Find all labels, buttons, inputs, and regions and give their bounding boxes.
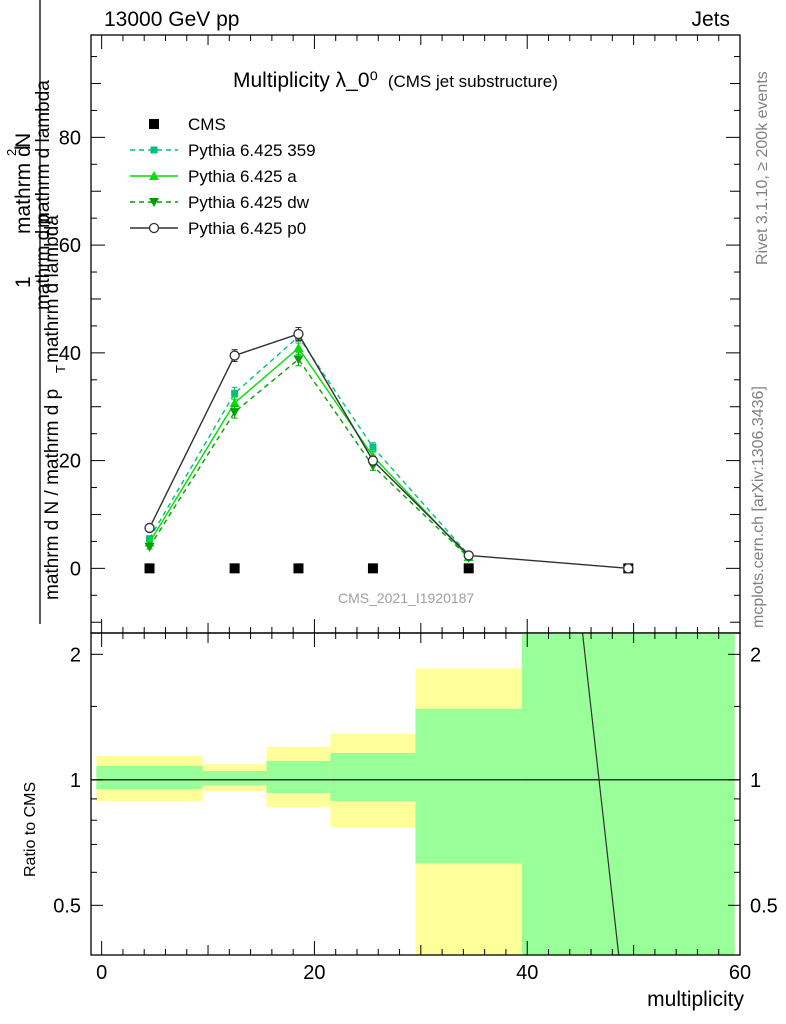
ytick-label: 20	[59, 451, 81, 473]
legend-marker	[150, 146, 158, 154]
series-line	[148, 346, 470, 558]
ratio-ytick-label: 0.5	[750, 895, 778, 917]
legend-label: Pythia 6.425 a	[188, 167, 297, 186]
mcplots-label: mcplots.cern.ch [arXiv:1306.3436]	[750, 386, 767, 628]
data-point	[144, 563, 155, 574]
ratio-ytick-label: 1	[750, 770, 761, 792]
ratio-p0-line	[581, 632, 620, 956]
xtick-label: 0	[96, 962, 107, 984]
legend-marker	[149, 171, 159, 180]
ytick-label: 60	[59, 235, 81, 257]
series-line	[148, 358, 470, 559]
ratio-y-axis-label: Ratio to CMS	[22, 781, 39, 877]
data-point	[463, 550, 474, 561]
data-point	[367, 563, 378, 574]
legend: CMS Pythia 6.425 359 Pythia 6.425 a Pythia …	[130, 115, 316, 238]
xtick-label: 40	[516, 962, 538, 984]
legend-label: Pythia 6.425 359	[188, 141, 316, 160]
y-axis-label-denominator: mathrm d lambda	[42, 215, 63, 363]
series-2	[144, 341, 474, 562]
header-left: 13000 GeV pp	[104, 8, 240, 31]
legend-label: Pythia 6.425 p0	[188, 219, 306, 238]
ratio-ytick-label: 2	[70, 644, 81, 666]
data-point	[229, 408, 240, 418]
data-point	[229, 397, 240, 407]
legend-label: CMS	[188, 115, 226, 134]
data-point	[369, 443, 377, 451]
y-axis-label-number: 1	[12, 276, 35, 288]
legend-label: Pythia 6.425 dw	[188, 193, 310, 212]
data-point	[231, 389, 239, 397]
legend-marker	[149, 198, 159, 207]
xtick-label: 60	[729, 962, 751, 984]
ratio-ytick-label: 0.5	[53, 895, 81, 917]
ratio-band-green	[330, 752, 416, 801]
data-point	[367, 455, 379, 466]
series-line	[148, 333, 629, 570]
data-point	[293, 563, 304, 574]
series-3	[144, 352, 474, 563]
data-point	[463, 563, 474, 574]
y-axis-label-mid: mathrm d lambda	[33, 80, 54, 228]
ratio-band-green	[202, 770, 267, 786]
ratio-panel: 0.5 0.51 12 20 20 40 60	[53, 632, 778, 984]
chart-title-text: Multiplicity λ_0⁰	[233, 69, 378, 92]
x-axis-label: multiplicity	[647, 988, 744, 1011]
ytick-label: 0	[70, 558, 81, 580]
chart-title: Multiplicity λ_0⁰ (CMS jet substructure)	[233, 68, 558, 93]
ratio-band-green	[415, 708, 522, 864]
data-point	[144, 522, 155, 534]
y-axis-label-top: mathrm d	[12, 145, 35, 234]
ytick-label: 40	[59, 343, 81, 365]
y-axis-label-sub: T	[53, 365, 68, 373]
y-axis-label-denominator: mathrm d N / mathrm d p	[42, 389, 63, 600]
series-4	[144, 327, 634, 574]
watermark: CMS_2021_I1920187	[338, 590, 475, 606]
legend-marker	[149, 119, 159, 129]
main-panel: 0 20 40 60 80 CMS Pythia 6.425 359 Pythia 6.425…	[4, 0, 741, 634]
ratio-ytick-label: 1	[70, 770, 81, 792]
ratio-band-green	[521, 633, 735, 955]
header-right: Jets	[691, 8, 730, 31]
data-point	[229, 563, 240, 574]
data-point	[293, 343, 304, 353]
ratio-band-green	[266, 760, 331, 793]
ratio-band-green	[96, 765, 203, 790]
xtick-label: 20	[303, 962, 325, 984]
ratio-frame	[90, 632, 741, 956]
series-line	[148, 335, 470, 556]
series-0	[144, 563, 634, 574]
ratio-ytick-label: 2	[750, 644, 761, 666]
y-axis-label-sub: T	[44, 230, 59, 238]
ytick-label: 80	[59, 127, 81, 149]
data-point	[293, 355, 304, 365]
y-axis-label-sup: 2	[4, 149, 19, 156]
data-point	[293, 328, 304, 340]
data-point	[144, 542, 155, 552]
chart-subtitle: (CMS jet substructure)	[387, 72, 558, 91]
data-point	[623, 563, 634, 574]
rivet-label: Rivet 3.1.10, ≥ 200k events	[754, 71, 771, 265]
data-point	[229, 350, 240, 361]
y-axis-label-mid: mathrm d p	[33, 214, 54, 310]
legend-marker	[148, 222, 160, 234]
y-axis-label-n: N	[12, 133, 35, 148]
